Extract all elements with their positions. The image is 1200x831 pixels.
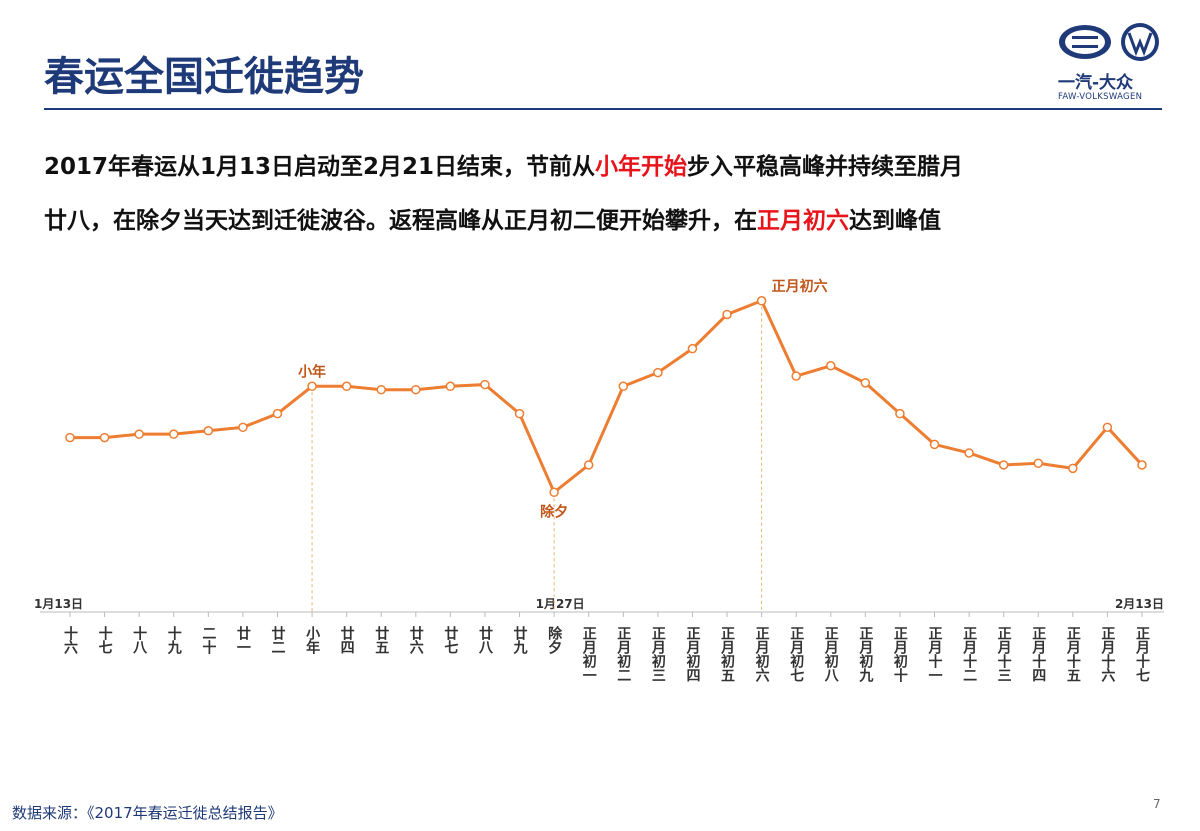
- x-tick-label: 正月初十: [891, 626, 908, 682]
- data-point: [929, 439, 940, 450]
- data-point: [722, 309, 732, 320]
- x-tick-label: 正月初三: [649, 626, 666, 682]
- x-tick-label: 正月初七: [788, 626, 805, 682]
- data-point: [99, 432, 110, 443]
- x-tick-label: 小年: [304, 626, 321, 654]
- x-tick-label: 十八: [131, 626, 148, 654]
- x-tick-label: 正月十四: [1030, 626, 1047, 682]
- data-point: [168, 429, 179, 439]
- data-point: [238, 422, 248, 433]
- line-series: [70, 298, 1144, 495]
- x-tick-label: 正月初二: [615, 626, 632, 682]
- x-tick-label: 十九: [165, 626, 182, 654]
- x-tick-label: 正月十七: [1134, 626, 1150, 682]
- highlight-text: 小年开始: [595, 154, 688, 180]
- page-number: 7: [1153, 797, 1161, 811]
- x-tick-label: 二十: [200, 626, 217, 654]
- data-point: [618, 381, 629, 392]
- title-rule: [44, 108, 1162, 110]
- data-point: [411, 384, 421, 395]
- logo: [1059, 23, 1159, 61]
- x-tick-label: 除夕: [546, 626, 563, 654]
- data-point: [756, 296, 767, 306]
- x-tick-label: 廿四: [338, 626, 355, 654]
- data-point: [826, 361, 836, 371]
- data-point: [272, 408, 283, 419]
- x-tick-label: 正月十五: [1064, 626, 1081, 682]
- annotation: 除夕: [540, 503, 568, 520]
- x-tick-label: 廿七: [442, 626, 459, 654]
- x-tick-label: 正月初六: [753, 626, 770, 682]
- data-point: [998, 460, 1009, 470]
- data-point: [514, 408, 525, 419]
- x-tick-label: 廿八: [476, 626, 493, 654]
- data-point: [1033, 458, 1044, 468]
- data-point: [341, 381, 352, 392]
- body-text: 达到峰值: [849, 208, 941, 234]
- body-text: 步入平稳高峰并持续至腊月: [687, 154, 964, 180]
- source-note: 数据来源：《2017年春运迁徙总结报告》: [12, 804, 283, 822]
- x-tick-label: 正月十六: [1099, 626, 1116, 682]
- x-tick-label: 廿二: [269, 626, 286, 654]
- x-tick-label: 正月初一: [580, 626, 597, 682]
- data-point: [203, 425, 214, 436]
- data-point: [1068, 463, 1078, 474]
- data-point: [65, 432, 75, 443]
- paragraph: 2017年春运从1月13日启动至2月21日结束，节前从小年开始步入平稳高峰并持续…: [44, 140, 963, 248]
- data-point: [549, 487, 559, 498]
- annotation: 正月初六: [772, 278, 828, 295]
- logo-en: FAW-VOLKSWAGEN: [1058, 92, 1143, 102]
- x-tick-label: 十六: [62, 626, 78, 654]
- data-point: [134, 429, 144, 439]
- slide-title: 春运全国迁徙趋势: [44, 54, 364, 100]
- body-text: 2017年春运从1月13日启动至2月21日结束，节前从: [44, 154, 596, 180]
- axis-date: 1月13日: [34, 597, 83, 611]
- data-point: [895, 408, 905, 419]
- x-tick-label: 正月初八: [822, 626, 839, 682]
- data-point: [445, 381, 456, 392]
- data-point: [964, 448, 974, 458]
- data-point: [860, 378, 871, 388]
- paragraph-line: 2017年春运从1月13日启动至2月21日结束，节前从小年开始步入平稳高峰并持续…: [44, 140, 963, 194]
- x-tick-label: 正月初五: [719, 626, 736, 682]
- x-tick-label: 廿五: [373, 626, 390, 654]
- data-point: [307, 381, 317, 392]
- x-tick-label: 正月十二: [961, 626, 978, 682]
- data-point: [480, 379, 490, 390]
- data-point: [653, 367, 663, 378]
- x-tick-label: 廿一: [234, 626, 251, 654]
- annotation: 小年: [298, 363, 326, 380]
- paragraph-line: 廿八，在除夕当天达到迁徙波谷。返程高峰从正月初二便开始攀升，在正月初六达到峰值: [44, 194, 963, 248]
- data-point: [791, 371, 801, 381]
- highlight-text: 正月初六: [757, 208, 849, 234]
- body-text: 廿八，在除夕当天达到迁徙波谷。返程高峰从正月初二便开始攀升，在: [44, 208, 757, 234]
- x-tick-label: 正月十一: [926, 626, 943, 682]
- data-point: [1102, 422, 1113, 433]
- x-tick-label: 廿六: [407, 626, 424, 654]
- data-point: [583, 460, 594, 470]
- x-tick-label: 正月初九: [857, 626, 874, 682]
- data-point: [376, 384, 386, 395]
- axis-date: 2月13日: [1115, 597, 1164, 611]
- x-tick-label: 正月初四: [684, 626, 701, 682]
- x-tick-label: 正月十三: [995, 626, 1012, 682]
- logo-cn: 一汽-大众: [1058, 73, 1134, 93]
- data-point: [1137, 460, 1147, 470]
- axis-date: 1月27日: [536, 597, 585, 611]
- data-point: [687, 343, 698, 354]
- x-tick-label: 廿九: [511, 626, 528, 654]
- x-tick-label: 十七: [96, 626, 113, 654]
